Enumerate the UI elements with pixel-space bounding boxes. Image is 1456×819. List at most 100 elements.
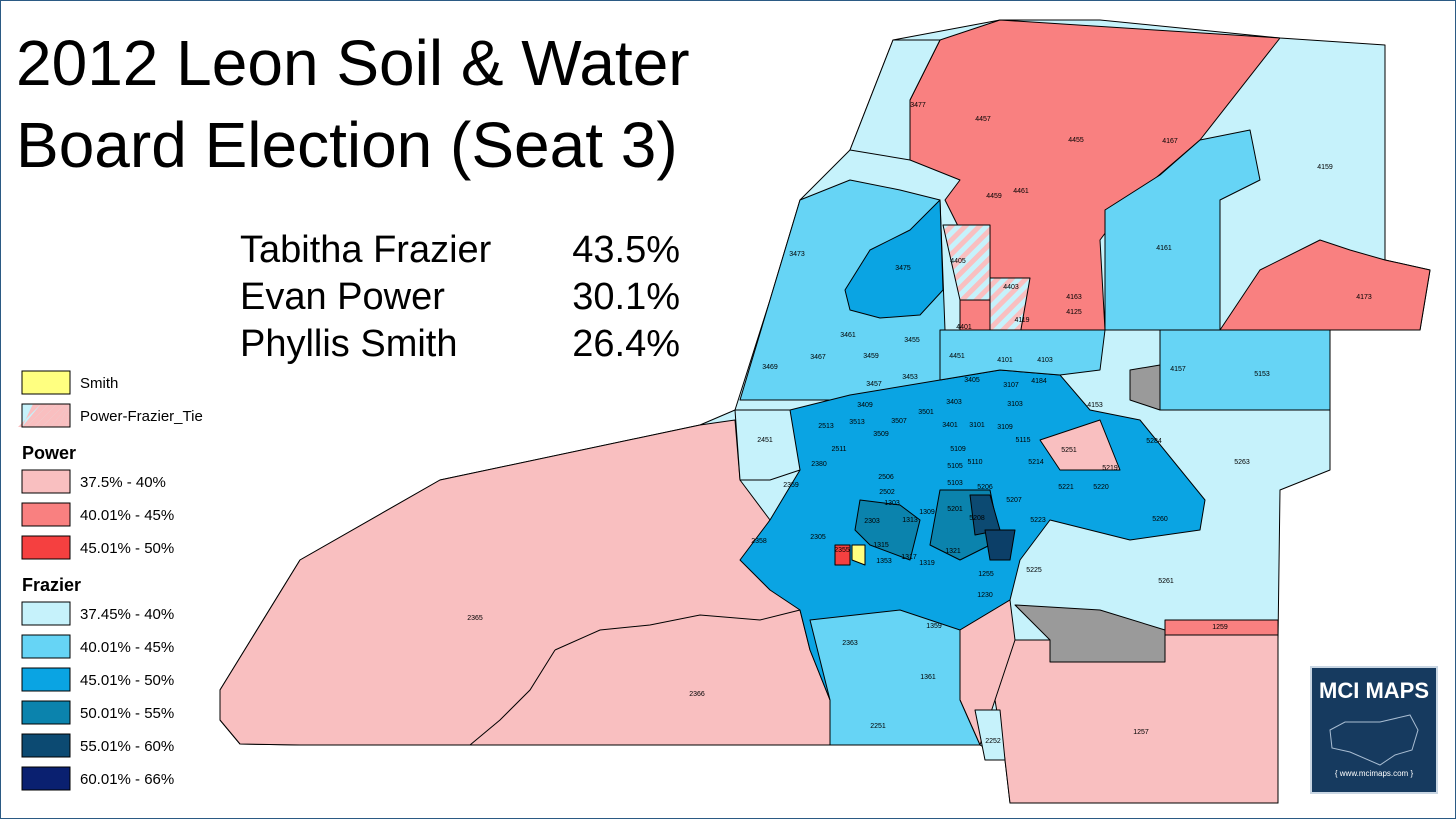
boundary — [469, 649, 556, 746]
precinct-label: 1361 — [920, 674, 936, 681]
precinct-label: 2303 — [864, 518, 880, 525]
precinct-label: 4119 — [1014, 317, 1029, 324]
precinct-label: 4167 — [1162, 138, 1178, 145]
legend-label: Smith — [80, 375, 118, 392]
precinct-label: 5225 — [1026, 567, 1042, 574]
precinct-label: 5103 — [947, 480, 963, 487]
precinct-label: 3109 — [997, 424, 1013, 431]
precinct-label: 2358 — [751, 538, 767, 545]
logo-box — [1310, 666, 1438, 794]
precinct-label: 3501 — [918, 409, 934, 416]
precinct-label: 3103 — [1007, 401, 1023, 408]
region-darkest — [984, 529, 1016, 561]
precinct-label: 4157 — [1170, 366, 1186, 373]
precinct-label: 3461 — [840, 332, 856, 339]
precinct-label: 4153 — [1087, 402, 1103, 409]
legend-swatch — [21, 469, 71, 494]
precinct-label: 4403 — [1003, 284, 1019, 291]
logo-map — [1329, 714, 1419, 766]
precinct-label: 3107 — [1003, 382, 1019, 389]
precinct-label: 2252 — [985, 738, 1001, 745]
region-north-nw — [849, 39, 941, 161]
title-line: 2012 Leon Soil & Water — [16, 27, 690, 99]
region-east-blue — [1104, 129, 1261, 331]
swatch-stripe — [42, 404, 70, 427]
precinct-label: 5260 — [1152, 516, 1168, 523]
precinct-label: 1259 — [1212, 624, 1228, 631]
precinct-label: 3405 — [964, 377, 980, 384]
precinct-label: 4161 — [1156, 245, 1172, 252]
precinct-label: 2502 — [879, 489, 895, 496]
region-dark — [854, 499, 921, 561]
region-2451 — [734, 409, 801, 481]
precinct-label: 1255 — [978, 571, 994, 578]
precinct-label: 2451 — [757, 437, 773, 444]
legend-swatch — [21, 601, 71, 626]
legend-label: 40.01% - 45% — [80, 507, 174, 524]
precinct-label: 5261 — [1158, 578, 1174, 585]
legend-heading: Frazier — [22, 575, 81, 595]
region-2252 — [974, 709, 1006, 761]
precinct-label: 1317 — [901, 554, 917, 561]
precinct-label: 4457 — [975, 116, 991, 123]
precinct-label: 3403 — [946, 399, 962, 406]
legend-swatch — [18, 403, 71, 428]
precinct-label: 1321 — [945, 548, 961, 555]
region-gray — [1129, 364, 1161, 411]
precinct-label: 1257 — [1133, 729, 1149, 736]
precinct-label: 2365 — [467, 615, 483, 622]
legend-label: 37.45% - 40% — [80, 606, 174, 623]
precinct-label: 2305 — [810, 534, 826, 541]
legend-swatch — [21, 733, 71, 758]
precinct-label: 3475 — [895, 265, 911, 272]
legend-heading: Power — [22, 443, 76, 463]
logo: MCI MAPS { www.mcimaps.com } — [1310, 666, 1438, 794]
logo-url: { www.mcimaps.com } — [1335, 769, 1414, 778]
region-south — [809, 609, 981, 746]
precinct-label: 1353 — [876, 558, 892, 565]
precinct-label: 2363 — [842, 640, 858, 647]
precinct-label: 1230 — [977, 592, 993, 599]
region-smith-power — [834, 544, 851, 566]
precinct-label: 3509 — [873, 431, 889, 438]
precinct-label: 5263 — [1234, 459, 1250, 466]
precinct-label: 1313 — [902, 517, 918, 524]
precinct-label: 4459 — [986, 193, 1002, 200]
precinct-label: 1303 — [884, 500, 900, 507]
precinct-label: 5109 — [950, 446, 966, 453]
title-line: Board Election (Seat 3) — [16, 109, 678, 181]
precinct-label: 5110 — [967, 459, 982, 466]
precinct-label: 4125 — [1066, 309, 1082, 316]
legend-swatch — [21, 700, 71, 725]
precinct-label: 4451 — [949, 353, 965, 360]
precinct-label: 3467 — [810, 354, 826, 361]
results: Tabitha Frazier 43.5% Evan Power 30.1% Phyll… — [240, 229, 680, 365]
precinct-label: 4173 — [1356, 294, 1372, 301]
legend-swatch — [21, 766, 71, 791]
swatch-border — [21, 403, 71, 428]
precinct-label: 5284 — [1146, 438, 1162, 445]
candidate-share: 30.1% — [572, 276, 680, 318]
swatch-stripe — [50, 404, 70, 427]
region-east-red — [1219, 239, 1431, 331]
precinct-label: 4163 — [1066, 294, 1082, 301]
region-5251 — [1039, 419, 1121, 471]
candidate-name: Tabitha Frazier — [240, 229, 492, 271]
precinct-label: 3513 — [849, 419, 865, 426]
legend-label: 37.5% - 40% — [80, 474, 166, 491]
precinct-label: 5207 — [1006, 497, 1022, 504]
precinct-label: 3459 — [863, 353, 879, 360]
precinct-label: 3409 — [857, 402, 873, 409]
precinct-label: 3101 — [969, 422, 985, 429]
precinct-label: 5219 — [1102, 465, 1118, 472]
precinct-label: 2366 — [689, 691, 705, 698]
precinct-label: 5201 — [947, 506, 963, 513]
swatch-stripe — [18, 404, 41, 427]
legend-swatch — [21, 667, 71, 692]
precinct-label: 3507 — [891, 418, 907, 425]
precinct-label: 4401 — [956, 324, 972, 331]
precinct-label: 4184 — [1031, 378, 1047, 385]
legend-swatch — [21, 535, 71, 560]
